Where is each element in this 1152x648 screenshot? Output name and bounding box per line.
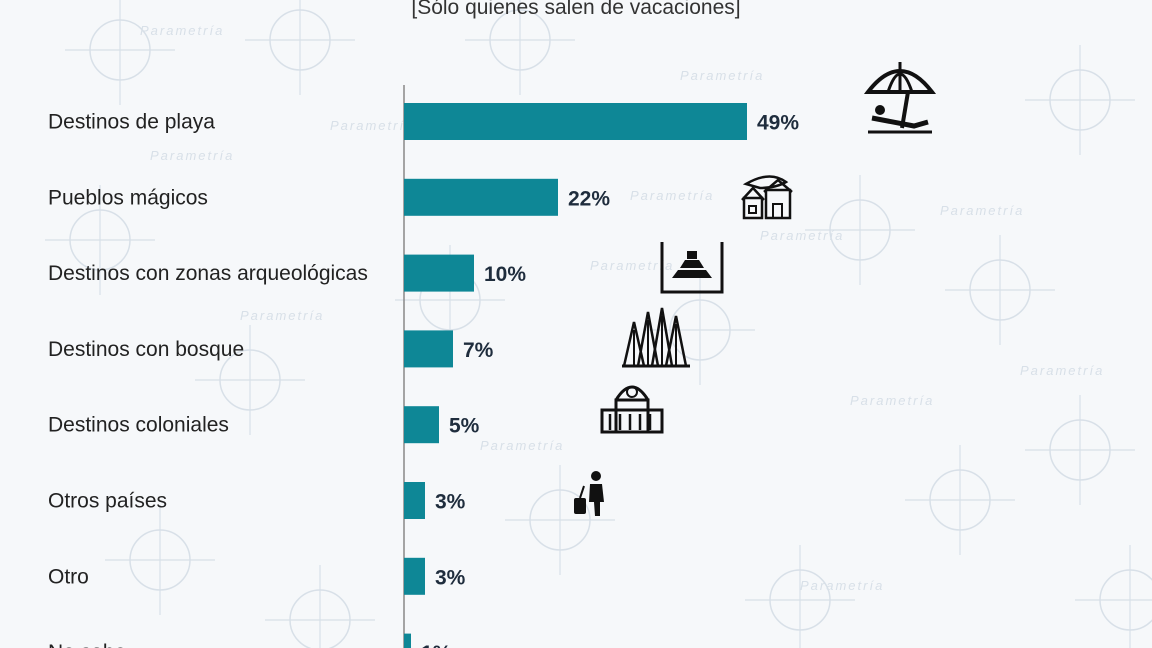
value-label: 3% <box>435 566 466 589</box>
svg-text:Parametría: Parametría <box>940 203 1024 218</box>
svg-text:Parametría: Parametría <box>800 578 884 593</box>
svg-text:Parametría: Parametría <box>680 68 764 83</box>
colonial-building-icon <box>600 385 664 434</box>
traveler-luggage-icon <box>574 471 604 516</box>
svg-text:Parametría: Parametría <box>240 308 324 323</box>
category-label: Destinos con zonas arqueológicas <box>48 262 368 285</box>
svg-text:Parametría: Parametría <box>140 23 224 38</box>
category-label: No sabe <box>48 641 126 648</box>
value-label: 49% <box>757 112 799 135</box>
category-label: Destinos coloniales <box>48 414 229 437</box>
value-label: 10% <box>484 263 526 286</box>
bar <box>404 330 453 368</box>
bar <box>404 178 558 216</box>
value-label: 22% <box>568 187 610 210</box>
pyramid-icon <box>660 242 724 294</box>
value-label: 7% <box>463 339 494 362</box>
bar <box>404 103 747 140</box>
category-label: Destinos con bosque <box>48 338 244 361</box>
forest-trees-icon <box>622 307 690 368</box>
svg-text:Parametría: Parametría <box>760 228 844 243</box>
svg-text:Parametría: Parametría <box>480 438 564 453</box>
chart-subtitle: [Sólo quienes salen de vacaciones] <box>411 0 741 19</box>
svg-text:Parametría: Parametría <box>150 148 234 163</box>
beach-umbrella-icon <box>863 62 937 134</box>
bar <box>404 254 474 292</box>
category-label: Destinos de playa <box>48 111 215 134</box>
bar <box>404 633 411 648</box>
svg-text:Parametría: Parametría <box>330 118 414 133</box>
svg-text:Parametría: Parametría <box>1020 363 1104 378</box>
category-label: Pueblos mágicos <box>48 186 208 209</box>
bar <box>404 482 425 519</box>
bar <box>404 557 425 595</box>
svg-text:Parametría: Parametría <box>850 393 934 408</box>
svg-text:Parametría: Parametría <box>590 258 674 273</box>
category-label: Otros países <box>48 490 167 513</box>
svg-text:Parametría: Parametría <box>630 188 714 203</box>
town-houses-icon <box>741 175 793 220</box>
value-label: 1% <box>421 642 452 648</box>
value-label: 5% <box>449 415 480 438</box>
bar <box>404 406 439 444</box>
value-label: 3% <box>435 491 466 514</box>
category-label: Otro <box>48 565 89 588</box>
